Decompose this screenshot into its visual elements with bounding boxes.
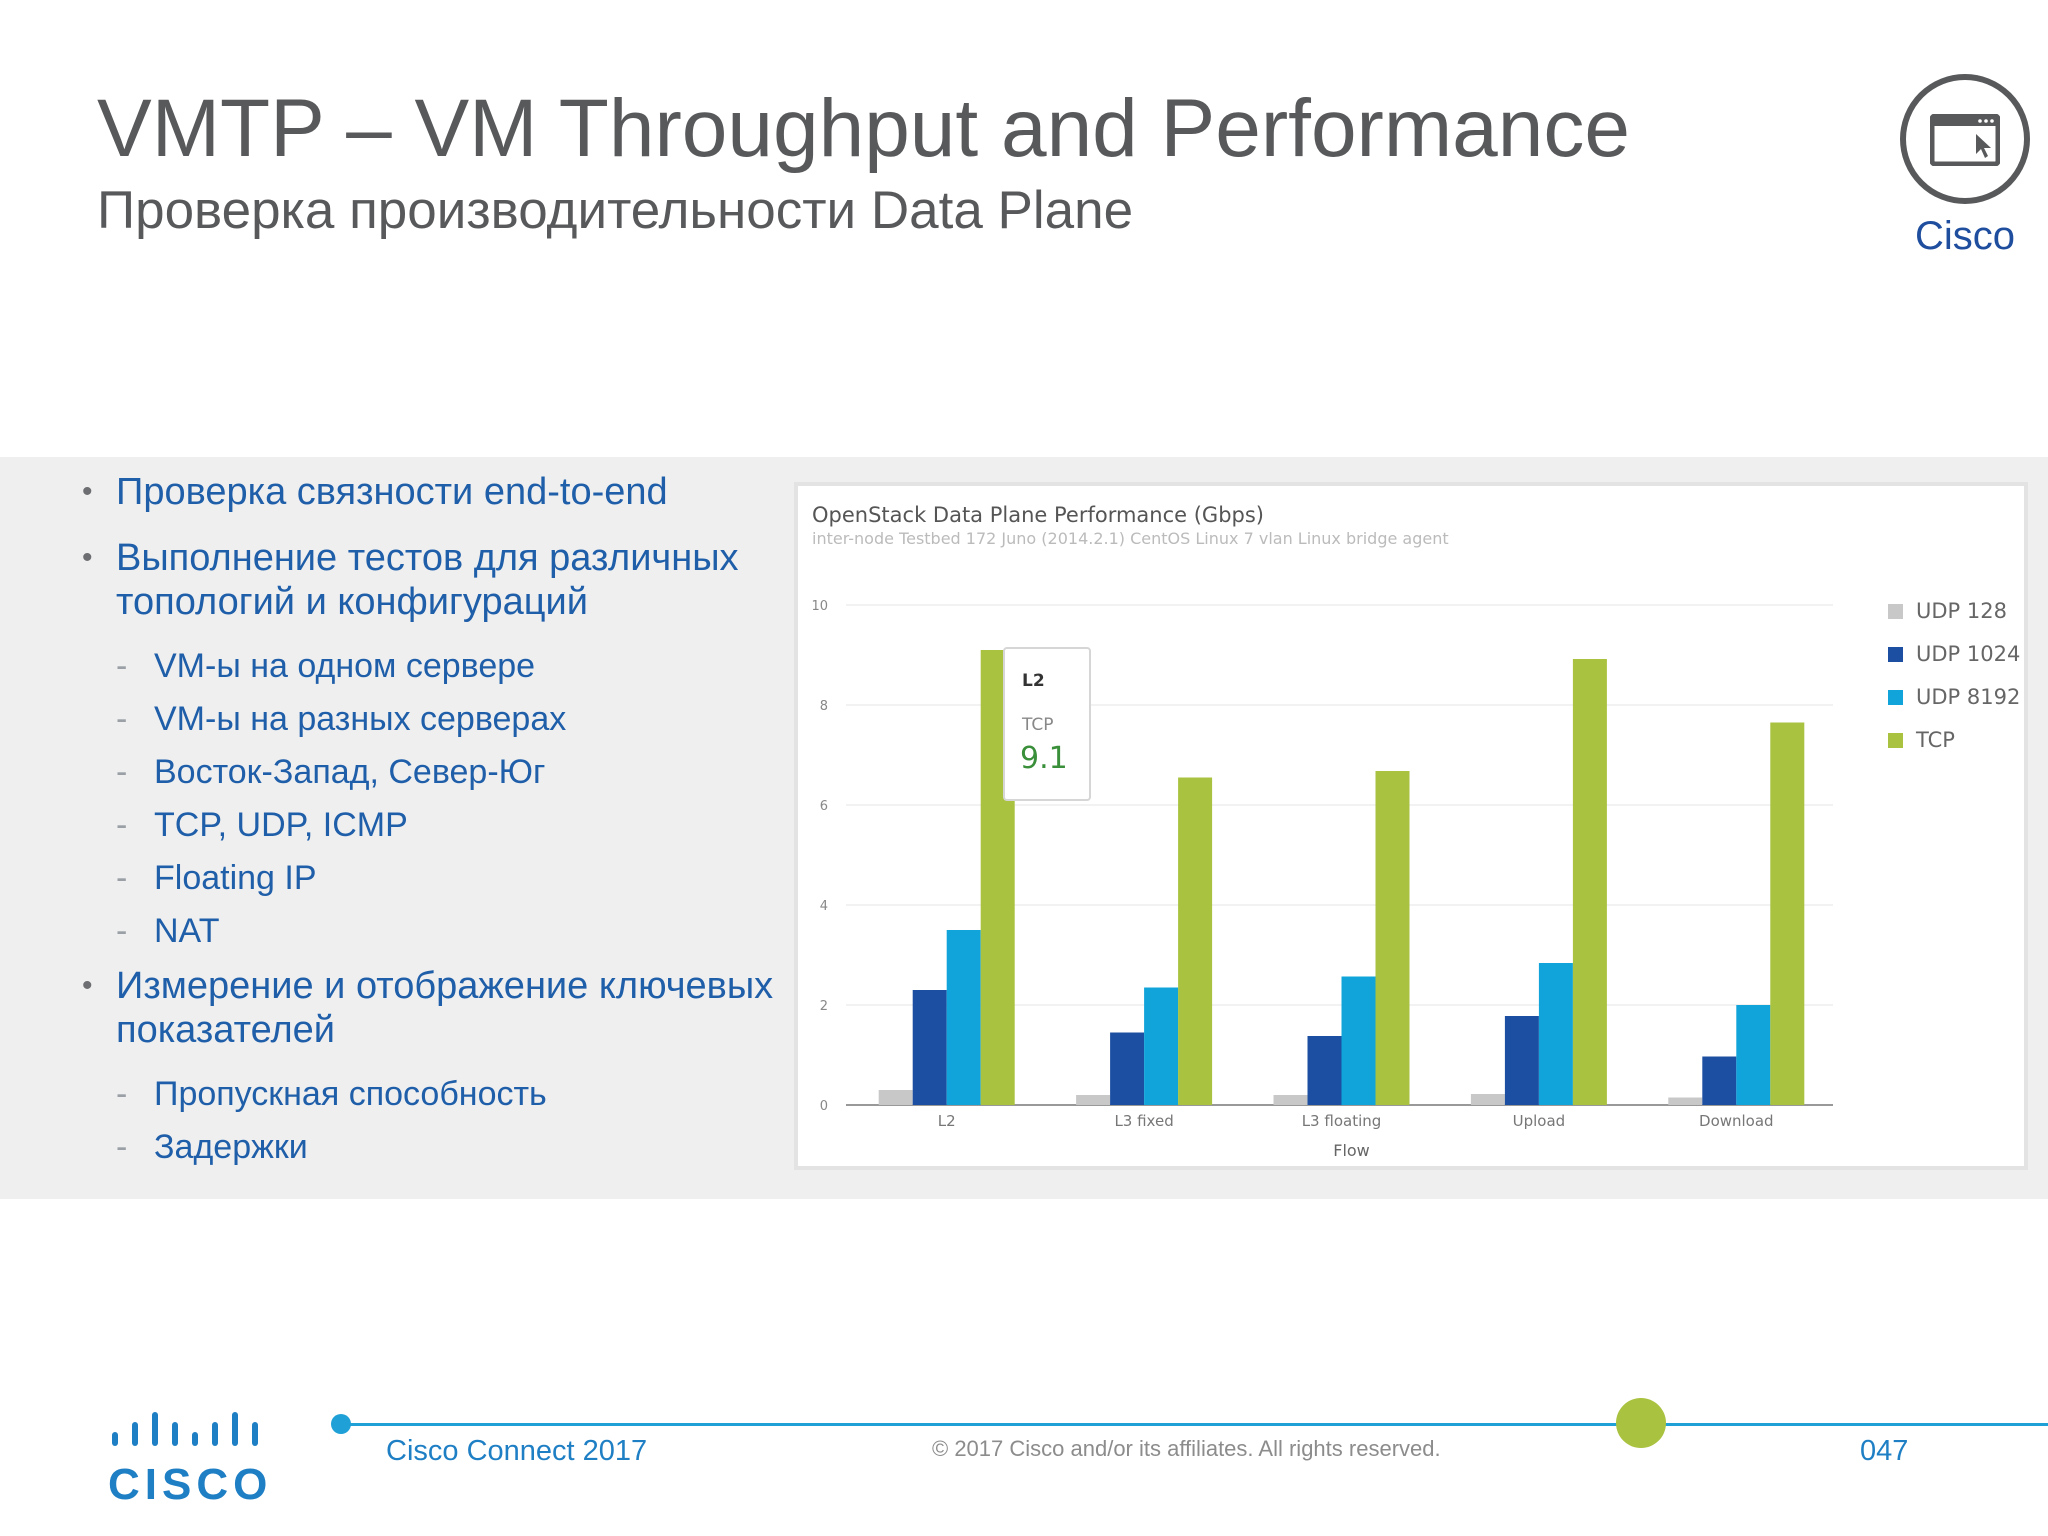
bullet-dot: •	[82, 969, 93, 1002]
chart-panel: OpenStack Data Plane Performance (Gbps) i…	[794, 482, 2028, 1170]
x-tick-label: Upload	[1513, 1112, 1566, 1130]
sub-bullet-text: NAT	[154, 912, 220, 950]
browser-window-cursor-icon	[1900, 74, 2030, 204]
sub-bullet-item: - Задержки	[82, 1127, 802, 1167]
bar	[1076, 1095, 1111, 1105]
legend-label: TCP	[1915, 728, 1955, 752]
sub-bullet-dash: -	[116, 1128, 128, 1166]
sub-bullet-dash: -	[116, 859, 128, 897]
bullet-text: Выполнение тестов для различных топологи…	[116, 537, 739, 623]
footer-event: Cisco Connect 2017	[386, 1435, 648, 1467]
bar	[1770, 722, 1805, 1105]
y-tick-label: 2	[820, 999, 828, 1014]
tooltip-series: TCP	[1021, 715, 1054, 735]
legend-swatch	[1888, 690, 1903, 705]
bar	[878, 1090, 913, 1105]
bar	[946, 930, 981, 1105]
legend-label: UDP 128	[1916, 599, 2007, 623]
x-tick-label: Download	[1699, 1112, 1774, 1130]
y-tick-label: 10	[811, 599, 828, 614]
bar	[1702, 1056, 1737, 1105]
tooltip-value: 9.1	[1020, 741, 1068, 776]
sub-bullet-text: TCP, UDP, ICMP	[154, 806, 408, 844]
legend-label: UDP 1024	[1916, 642, 2020, 666]
tooltip-box	[1003, 647, 1091, 801]
tooltip-category: L2	[1022, 671, 1045, 691]
footer-dot-right	[1616, 1398, 1666, 1448]
chart-subtitle: inter-node Testbed 172 Juno (2014.2.1) C…	[812, 529, 1449, 548]
sub-bullet-item: - Пропускная способность	[82, 1074, 802, 1114]
slide-subtitle: Проверка производительности Data Plane	[97, 181, 1134, 240]
footer-dot-left	[331, 1414, 351, 1434]
x-tick-label: L2	[938, 1112, 956, 1130]
bar	[1110, 1032, 1145, 1105]
sub-bullet-item: - VM-ы на разных серверах	[82, 699, 802, 739]
bar	[1341, 976, 1376, 1105]
y-tick-label: 4	[820, 899, 828, 914]
bar	[1307, 1036, 1342, 1105]
bullet-item: • Выполнение тестов для различных тополог…	[82, 536, 802, 624]
sub-bullet-item: - NAT	[82, 911, 802, 951]
bar	[1504, 1016, 1539, 1105]
x-tick-label: L3 floating	[1302, 1112, 1382, 1130]
sub-bullet-dash: -	[116, 912, 128, 950]
sub-bullet-dash: -	[116, 647, 128, 685]
bar-chart: OpenStack Data Plane Performance (Gbps) i…	[811, 503, 2020, 1160]
sub-bullet-text: Пропускная способность	[154, 1075, 547, 1113]
sub-bullet-text: VM-ы на разных серверах	[154, 700, 567, 738]
slide-title: VMTP – VM Throughput and Performance	[97, 83, 1630, 174]
bullet-list: • Проверка связности end-to-end • Выполнени…	[82, 470, 802, 1180]
legend-swatch	[1888, 647, 1903, 662]
sub-bullet-item: - Восток-Запад, Север-Юг	[82, 752, 802, 792]
bar	[1736, 1005, 1771, 1105]
bar	[1273, 1095, 1308, 1105]
bullet-text: Проверка связности end-to-end	[116, 471, 668, 513]
bar	[1375, 771, 1410, 1105]
sub-bullet-dash: -	[116, 806, 128, 844]
footer-divider	[340, 1423, 2048, 1426]
chart-title: OpenStack Data Plane Performance (Gbps)	[812, 503, 1264, 527]
bar	[1470, 1094, 1505, 1105]
badge-label: Cisco	[1914, 214, 2016, 258]
sub-bullet-item: - VM-ы на одном сервере	[82, 646, 802, 686]
bar	[1668, 1097, 1703, 1105]
y-tick-label: 0	[820, 1099, 828, 1114]
cisco-logo-text: CISCO	[108, 1460, 273, 1509]
sub-bullet-text: VM-ы на одном сервере	[154, 647, 536, 685]
bar	[1538, 963, 1573, 1105]
y-tick-label: 6	[820, 799, 828, 814]
legend-swatch	[1888, 733, 1903, 748]
bullet-item: • Измерение и отображение ключевых показа…	[82, 964, 802, 1052]
bullet-dot: •	[82, 541, 93, 574]
sub-bullet-item: - Floating IP	[82, 858, 802, 898]
sub-bullet-text: Восток-Запад, Север-Юг	[154, 753, 546, 791]
sub-bullet-dash: -	[116, 1075, 128, 1113]
sub-bullet-dash: -	[116, 700, 128, 738]
sub-bullet-text: Задержки	[154, 1128, 308, 1166]
sub-bullet-text: Floating IP	[154, 859, 317, 897]
sub-bullet-item: - TCP, UDP, ICMP	[82, 805, 802, 845]
bar	[1572, 659, 1607, 1105]
footer-copyright: © 2017 Cisco and/or its affiliates. All …	[932, 1436, 1441, 1461]
sub-bullet-dash: -	[116, 753, 128, 791]
x-axis-label: Flow	[1333, 1141, 1370, 1160]
bar	[1178, 777, 1213, 1105]
x-tick-label: L3 fixed	[1114, 1112, 1173, 1130]
bar	[912, 990, 947, 1105]
legend-label: UDP 8192	[1916, 685, 2020, 709]
cisco-logo-icon	[108, 1410, 270, 1459]
bar	[1144, 987, 1179, 1105]
legend-swatch	[1888, 604, 1903, 619]
bullet-text: Измерение и отображение ключевых показат…	[116, 965, 774, 1051]
bullet-item: • Проверка связности end-to-end	[82, 470, 802, 514]
y-tick-label: 8	[820, 699, 828, 714]
bullet-dot: •	[82, 475, 93, 508]
page-number: 047	[1860, 1435, 1909, 1467]
